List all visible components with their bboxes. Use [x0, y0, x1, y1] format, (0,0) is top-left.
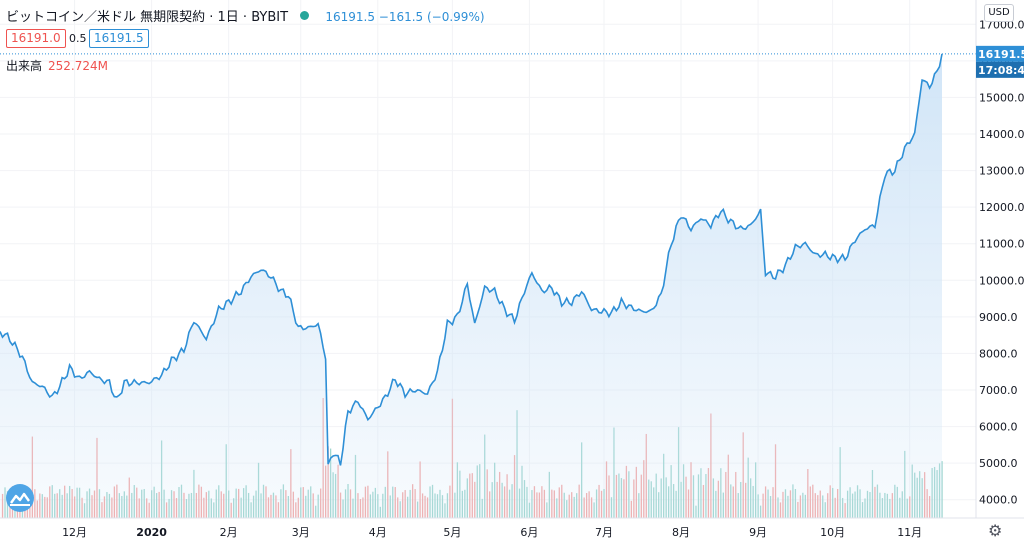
price-line	[0, 53, 943, 466]
tradingview-logo-icon[interactable]	[6, 484, 34, 512]
last-quote: 16191.5 −161.5 (−0.99%)	[325, 10, 485, 24]
price-axis: 4000.0 5000.0 6000.0 7000.0 8000.0 9000.0 1000…	[0, 0, 1024, 519]
price-tick-label: 6000.0	[979, 421, 1018, 434]
volume-label: 出来高	[6, 59, 43, 73]
price-tick-label: 14000.0	[979, 128, 1024, 141]
price-area-fill	[0, 53, 942, 519]
price-tick-label: 15000.0	[979, 91, 1024, 104]
price-tick-label: 8000.0	[979, 347, 1018, 360]
time-tick-label: 11月	[897, 526, 922, 539]
price-tick-label: 11000.0	[979, 238, 1024, 251]
volume-value: 252.724M	[48, 59, 108, 73]
time-tick-label: 9月	[749, 526, 767, 539]
price-tick-label: 10000.0	[979, 274, 1024, 287]
time-tick-label: 8月	[672, 526, 690, 539]
time-tick-label: 4月	[369, 526, 387, 539]
buy-button[interactable]: 16191.5	[89, 29, 149, 48]
price-tick-label: 5000.0	[979, 457, 1018, 470]
price-tick-label: 4000.0	[979, 494, 1018, 507]
price-tick-label: 13000.0	[979, 165, 1024, 178]
time-axis: 12月 2020 2月 3月 4月 5月 6月 7月 8月 9月 10月 11月	[62, 526, 922, 539]
sell-button[interactable]: 16191.0	[6, 29, 66, 48]
countdown-text: 17:08:40	[978, 64, 1024, 77]
market-status-icon	[300, 11, 310, 20]
time-tick-label: 5月	[443, 526, 461, 539]
symbol-title[interactable]: ビットコイン／米ドル 無期限契約 · 1日 · BYBIT	[6, 10, 289, 25]
last-price-badge	[976, 45, 1024, 62]
price-tick-label: 12000.0	[979, 201, 1024, 214]
gear-icon[interactable]: ⚙	[988, 521, 1003, 540]
time-tick-label: 12月	[62, 526, 87, 539]
volume-bar	[941, 461, 943, 518]
spread-value: 0.5	[69, 32, 87, 45]
price-tick-label: 9000.0	[979, 311, 1018, 324]
time-tick-label: 10月	[820, 526, 845, 539]
last-price-text: 16191.5	[978, 48, 1024, 61]
time-tick-label: 2月	[220, 526, 238, 539]
chart-header: ビットコイン／米ドル 無期限契約 · 1日 · BYBIT 16191.5 −1…	[6, 6, 485, 25]
time-tick-label: 7月	[595, 526, 613, 539]
time-tick-label: 3月	[292, 526, 310, 539]
price-tick-label: 7000.0	[979, 384, 1018, 397]
time-tick-label: 6月	[520, 526, 538, 539]
countdown-badge	[976, 61, 1024, 78]
volume-legend: 出来高 252.724M	[6, 57, 108, 74]
time-tick-label: 2020	[136, 526, 167, 539]
currency-label[interactable]: USD	[984, 4, 1014, 22]
